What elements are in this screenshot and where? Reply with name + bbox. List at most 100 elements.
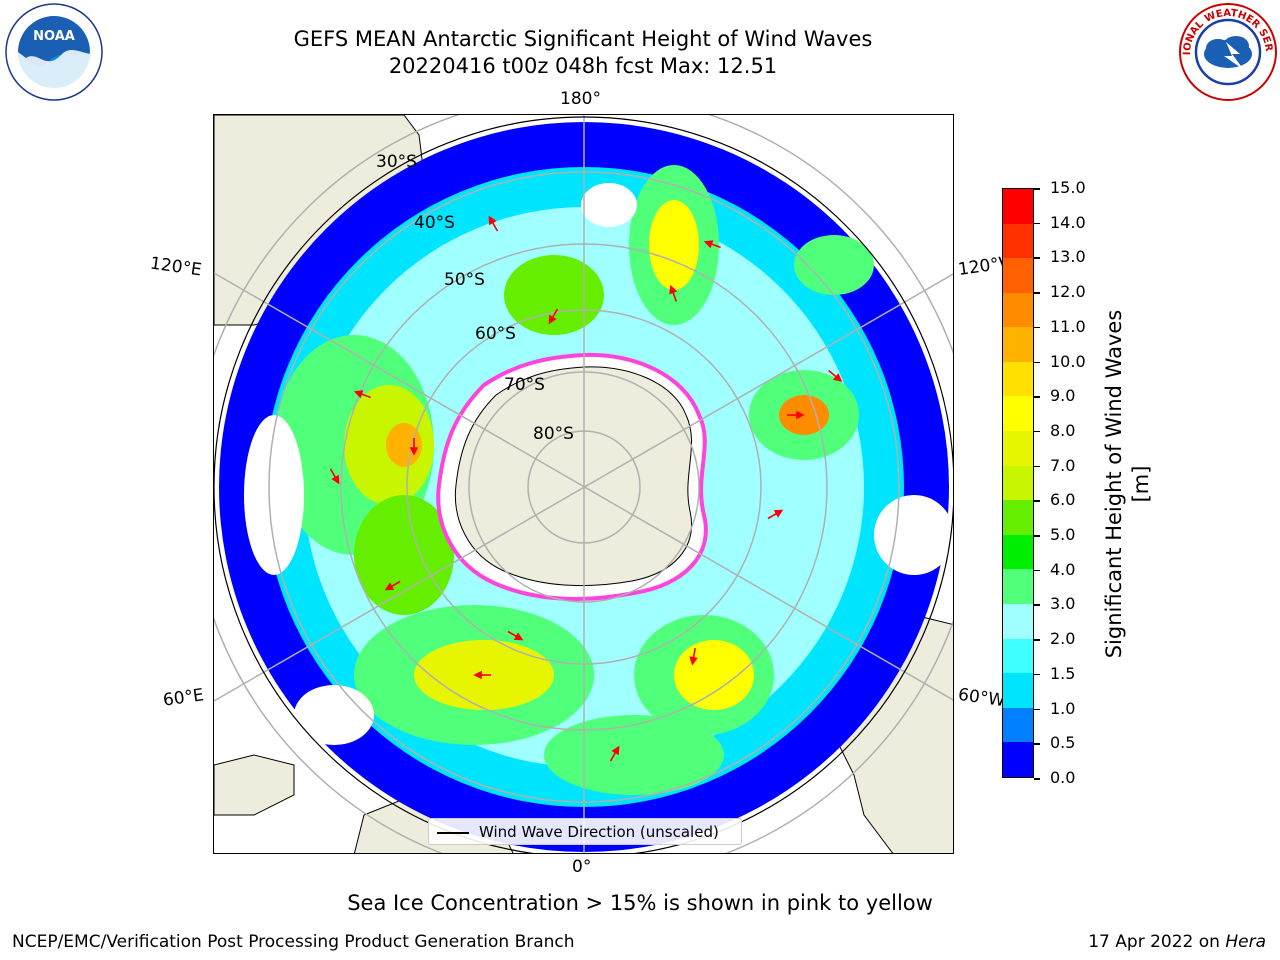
colorbar-segment (1003, 258, 1033, 293)
colorbar-tick-mark (1034, 292, 1040, 294)
footer-date-text: 17 Apr 2022 on (1088, 932, 1226, 952)
colorbar-tick-mark (1034, 222, 1040, 225)
colorbar-tick-label: 1.0 (1050, 698, 1076, 718)
colorbar-segment (1003, 500, 1033, 535)
colorbar-tick-label: 0.5 (1050, 733, 1076, 753)
colorbar-tick-mark (1034, 361, 1040, 364)
colorbar-tick-mark (1034, 778, 1040, 780)
colorbar-tick-label: 6.0 (1050, 490, 1076, 510)
colorbar-segment (1003, 223, 1033, 259)
arrow (767, 509, 784, 520)
colorbar-tick-mark (1034, 639, 1040, 641)
colorbar-ticks: 0.0 0.5 1.0 1.5 2.0 3.0 4.0 5.0 6.0 7.0 8.0 9.0 10.0… (1034, 178, 1094, 787)
colorbar-tick-mark (1034, 257, 1040, 259)
colorbar-tick-mark (1034, 430, 1040, 433)
arrow (828, 369, 843, 382)
polar-map (213, 114, 954, 854)
colorbar-tick-label: 3.0 (1050, 594, 1076, 614)
colorbar-tick-label: 13.0 (1050, 247, 1086, 267)
lat-label-30s: 30°S (376, 152, 417, 172)
footer-date: 17 Apr 2022 on Hera (1088, 932, 1266, 952)
lat-label-80s: 80°S (533, 424, 574, 444)
colorbar-segment (1003, 569, 1033, 605)
colorbar-segment (1003, 604, 1033, 639)
colorbar-segment (1003, 292, 1033, 328)
legend-line-swatch (437, 832, 469, 834)
colorbar-tick-label: 14.0 (1050, 212, 1086, 232)
lat-label-70s: 70°S (504, 375, 545, 395)
colorbar-tick-mark (1034, 465, 1040, 468)
colorbar-segment (1003, 742, 1033, 777)
arrow (703, 240, 721, 249)
colorbar-segment (1003, 188, 1033, 224)
lon-label-180: 180° (560, 89, 601, 109)
colorbar-tick-mark (1034, 569, 1040, 572)
globe-outline (214, 116, 953, 853)
map-canvas (214, 115, 953, 853)
map-title: GEFS MEAN Antarctic Significant Height o… (293, 27, 873, 51)
lat-label-40s: 40°S (414, 213, 455, 233)
colorbar-tick-mark (1034, 326, 1040, 329)
noaa-logo: NOAA (5, 3, 103, 101)
colorbar-tick-label: 10.0 (1050, 351, 1086, 371)
lat-label-50s: 50°S (444, 270, 485, 290)
wave-direction-arrows (329, 215, 843, 762)
colorbar-tick-label: 4.0 (1050, 559, 1076, 579)
colorbar-segment (1003, 431, 1033, 466)
colorbar-segment (1003, 361, 1033, 397)
colorbar-segment (1003, 465, 1033, 501)
colorbar-label: Significant Height of Wind Waves [m] (1102, 309, 1153, 659)
noaa-logo-text: NOAA (33, 29, 75, 44)
colorbar-tick-label: 5.0 (1050, 525, 1076, 545)
colorbar-tick-label: 7.0 (1050, 455, 1076, 475)
antarctica (436, 352, 708, 601)
arrow (384, 580, 401, 591)
colorbar-tick-label: 12.0 (1050, 282, 1086, 302)
footer-credit: NCEP/EMC/Verification Post Processing Pr… (12, 932, 575, 952)
arrow (507, 630, 524, 641)
colorbar-segment (1003, 707, 1033, 743)
colorbar-tick-mark (1034, 743, 1040, 745)
colorbar-segment (1003, 396, 1033, 432)
colorbar-tick-label: 15.0 (1050, 178, 1086, 197)
lon-label-120e: 120°E (148, 253, 203, 281)
colorbar-segment (1003, 638, 1033, 674)
arrow (488, 215, 499, 232)
lon-label-60w: 60°W (956, 684, 1007, 712)
lon-label-60e: 60°E (161, 685, 206, 711)
colorbar-tick-mark (1034, 188, 1040, 190)
lat-label-60s: 60°S (475, 324, 516, 344)
arrow (609, 745, 620, 762)
colorbar (1002, 188, 1034, 778)
arrow (669, 284, 678, 302)
arrow (353, 390, 371, 399)
colorbar-tick-mark (1034, 604, 1040, 606)
colorbar-tick-mark (1034, 500, 1040, 502)
colorbar-tick-mark (1034, 673, 1040, 676)
sea-ice-note: Sea Ice Concentration > 15% is shown in … (347, 891, 933, 915)
colorbar-tick-mark (1034, 396, 1040, 398)
legend-label: Wind Wave Direction (unscaled) (479, 823, 719, 841)
arrow (473, 670, 491, 680)
colorbar-tick-label: 9.0 (1050, 386, 1076, 406)
lon-label-0: 0° (572, 857, 592, 877)
colorbar-tick-label: 8.0 (1050, 420, 1076, 440)
colorbar-tick-label: 1.5 (1050, 663, 1076, 683)
colorbar-tick-mark (1034, 708, 1040, 711)
arrow (409, 438, 419, 456)
colorbar-tick-label: 2.0 (1050, 629, 1076, 649)
colorbar-segment (1003, 327, 1033, 362)
colorbar-segment (1003, 673, 1033, 708)
graticule (214, 115, 953, 853)
map-subtitle: 20220416 t00z 048h fcst Max: 12.51 (388, 54, 778, 78)
colorbar-tick-mark (1034, 535, 1040, 537)
arrow (329, 468, 340, 485)
colorbar-tick-label: 0.0 (1050, 768, 1076, 787)
colorbar-segment (1003, 534, 1033, 570)
arrow (689, 647, 698, 666)
arrow (548, 308, 559, 325)
arrow (787, 410, 805, 420)
footer-host: Hera (1225, 932, 1266, 952)
map-legend: Wind Wave Direction (unscaled) (428, 818, 742, 845)
nws-logo: NATIONAL WEATHER SERVICE (1178, 2, 1277, 101)
